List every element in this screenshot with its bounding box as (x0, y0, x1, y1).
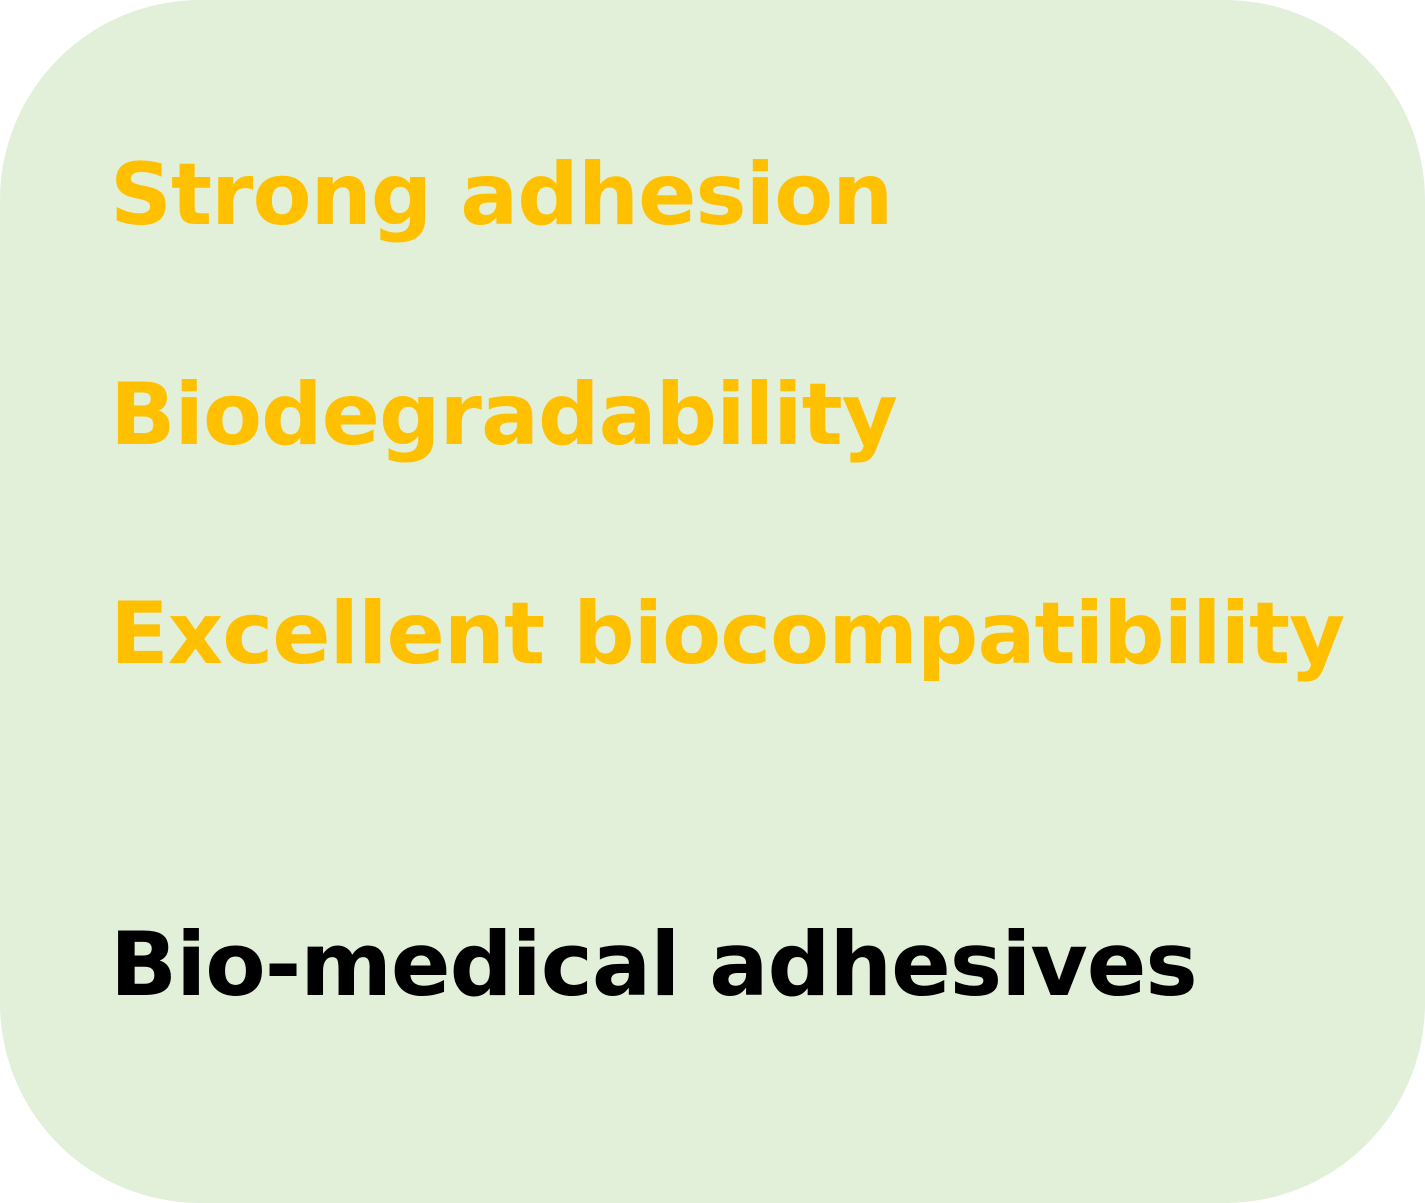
property-biocompatibility: Excellent biocompatibility (110, 584, 1345, 684)
conclusion-label: Bio-medical adhesives (110, 913, 1198, 1016)
property-strong-adhesion: Strong adhesion (110, 145, 893, 245)
property-biodegradability: Biodegradability (110, 365, 898, 465)
